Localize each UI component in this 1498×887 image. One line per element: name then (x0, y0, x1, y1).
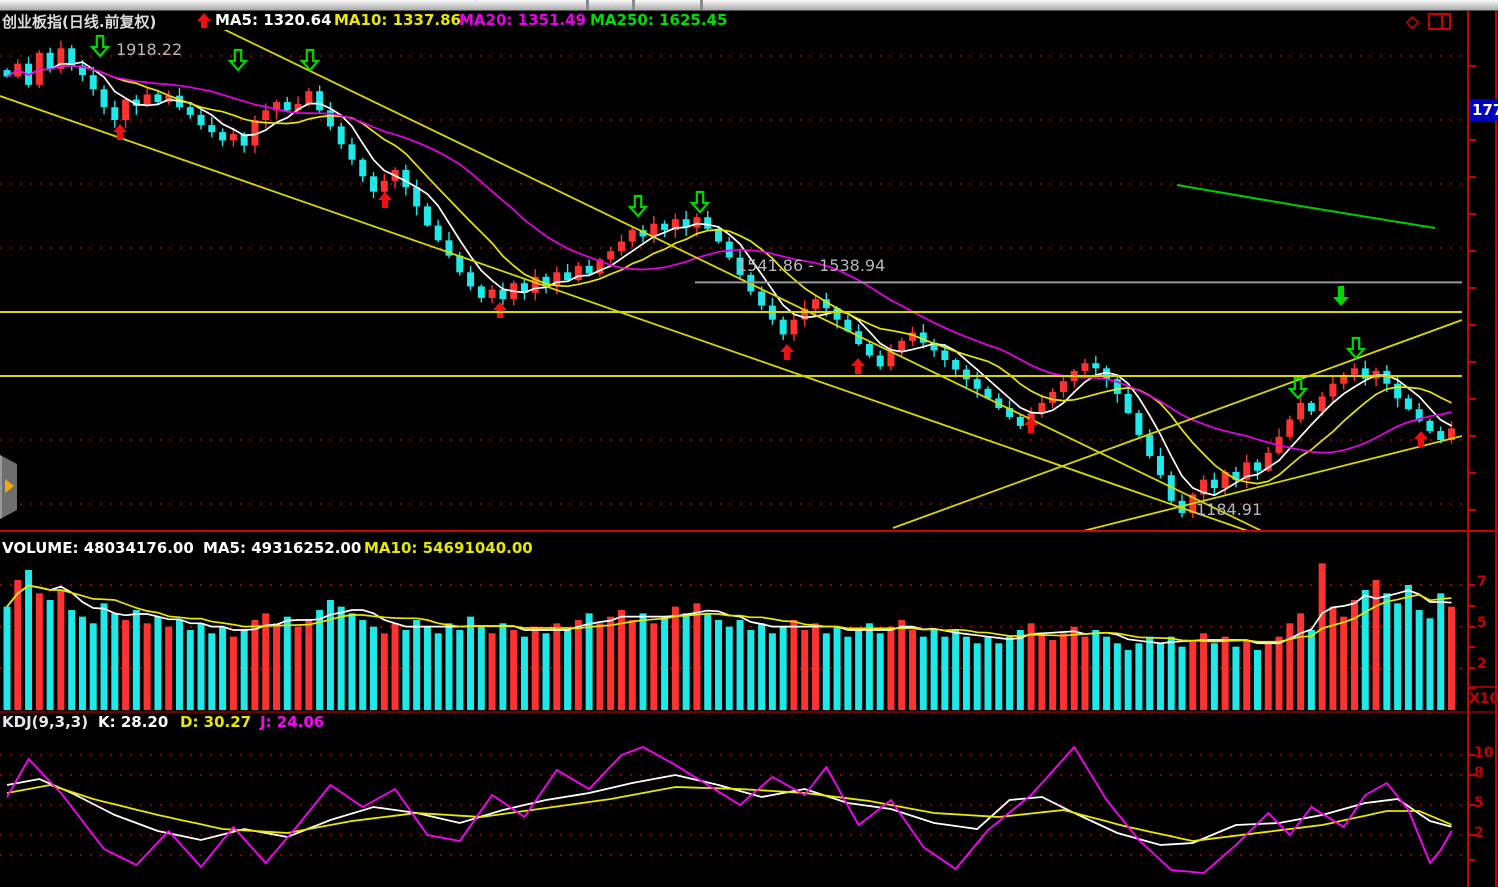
axis-tick-label: 2 (1477, 656, 1487, 672)
kdj-j-value: J: 24.06 (260, 713, 325, 731)
volume-ma10-value: MA10: 54691040.00 (364, 539, 533, 557)
split-window-icon[interactable] (1428, 13, 1451, 30)
axis-tick-label: 5 (1477, 615, 1487, 631)
kdj-k-value: K: 28.20 (98, 713, 169, 731)
ma20-value: MA20: 1351.49 (459, 11, 586, 29)
top-strip-separator (700, 0, 703, 10)
low-price-label: 1184.91 (1196, 500, 1263, 519)
axis-tick-label: 10 (1474, 745, 1494, 761)
expand-arrow-icon (5, 479, 14, 493)
volume-value: VOLUME: 48034176.00 (2, 539, 194, 557)
ma250-value: MA250: 1625.45 (590, 11, 728, 29)
top-strip-separator (586, 0, 589, 10)
volume-axis-unit: X10 (1469, 691, 1498, 707)
window-top-strip (0, 0, 1498, 11)
price-axis-badge: 177 (1469, 99, 1498, 121)
gap-range-label: 1541.86 - 1538.94 (737, 256, 886, 275)
top-strip-separator (632, 0, 635, 10)
kdj-d-value: D: 30.27 (180, 713, 252, 731)
axis-tick-label: 5 (1474, 795, 1484, 811)
ma5-value: MA5: 1320.64 (215, 11, 332, 29)
sidebar-expand-handle[interactable] (0, 455, 17, 519)
volume-ma5-value: MA5: 49316252.00 (203, 539, 362, 557)
axis-tick-label: 8 (1474, 765, 1484, 781)
high-price-label: 1918.22 (116, 40, 183, 59)
axis-tick-label: 2 (1474, 825, 1484, 841)
instrument-title: 创业板指(日线.前复权) (2, 13, 157, 31)
up-arrow-icon (197, 13, 211, 28)
kdj-title: KDJ(9,3,3) (2, 713, 89, 731)
axis-tick-label: 7 (1477, 574, 1487, 590)
ma10-value: MA10: 1337.86 (334, 11, 461, 29)
diamond-icon[interactable] (1404, 14, 1421, 31)
